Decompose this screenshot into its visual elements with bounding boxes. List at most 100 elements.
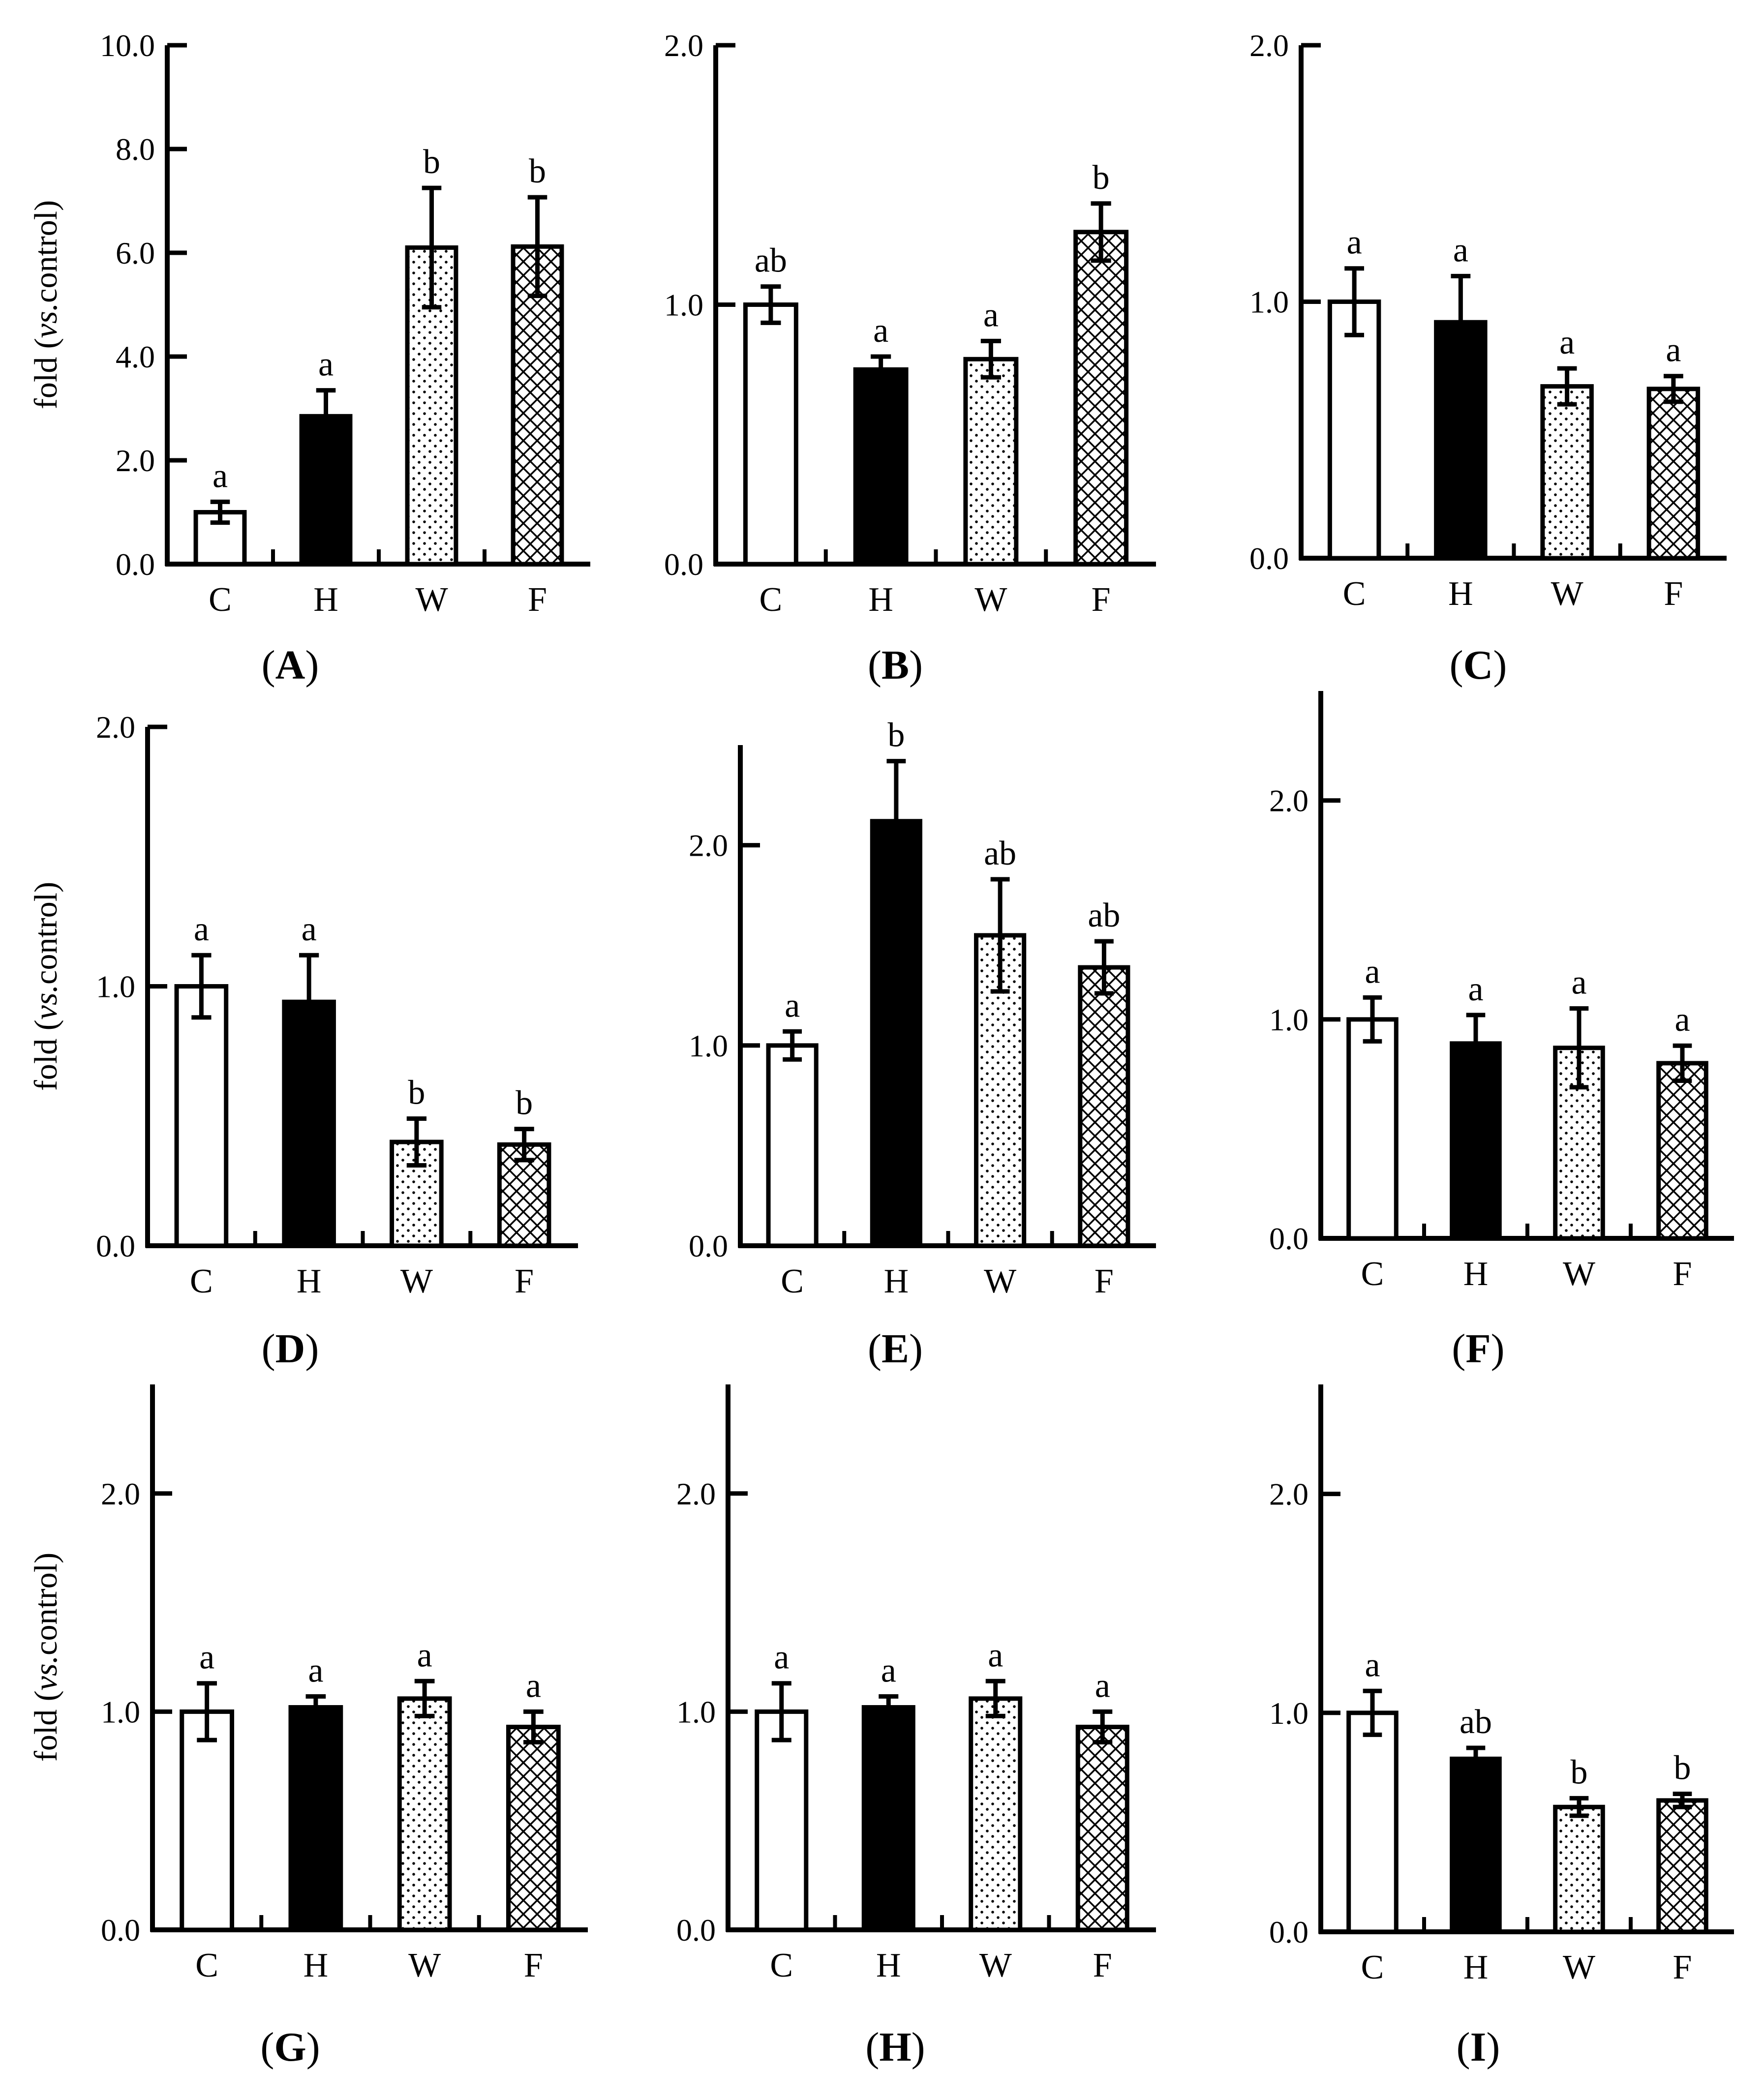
significance-label: a [983, 296, 999, 334]
bar-F-crosshatch [1075, 1724, 1129, 1932]
category-label: F [1673, 1949, 1692, 1986]
bar-F-crosshatch [511, 244, 564, 567]
category-label: C [209, 581, 232, 619]
significance-label: a [873, 312, 888, 350]
y-tick-label: 2.0 [96, 710, 135, 745]
significance-label: a [1347, 224, 1362, 262]
panel-label: (A) [262, 642, 319, 688]
category-label: C [1361, 1255, 1384, 1293]
significance-label: ab [755, 242, 787, 280]
significance-label: a [1095, 1667, 1110, 1705]
category-label: W [415, 581, 448, 619]
category-label: W [1551, 575, 1583, 613]
category-label: F [515, 1262, 534, 1300]
y-tick-label: 0.0 [664, 547, 703, 582]
bar-F-crosshatch [1656, 1061, 1708, 1241]
y-tick-label: 1.0 [1269, 1002, 1308, 1037]
bar-C-open [1346, 1710, 1399, 1934]
significance-label: a [1468, 970, 1483, 1008]
y-tick-label: 2.0 [1269, 783, 1308, 818]
category-label: C [760, 581, 783, 619]
significance-label: b [423, 143, 440, 181]
significance-label: a [774, 1639, 789, 1677]
category-label: H [1463, 1255, 1489, 1293]
y-axis-title: fold (vs.control) [28, 882, 64, 1091]
significance-label: a [1571, 964, 1586, 1002]
significance-label: a [1674, 1001, 1690, 1039]
bar-H-solid [1434, 320, 1488, 561]
significance-label: b [887, 717, 905, 754]
category-label: F [528, 581, 547, 619]
y-tick-label: 10.0 [100, 28, 155, 63]
category-label: C [1343, 575, 1366, 613]
category-label: H [297, 1262, 322, 1300]
y-tick-label: 0.0 [689, 1229, 728, 1263]
category-label: W [1563, 1949, 1595, 1986]
panel-label: (B) [868, 642, 923, 688]
y-tick-label: 4.0 [116, 339, 155, 374]
significance-label: a [1559, 324, 1575, 361]
significance-label: a [199, 1639, 214, 1677]
bar-W-dotted [963, 357, 1019, 567]
bar-C-open [755, 1709, 809, 1932]
panel-label: (I) [1457, 2024, 1500, 2070]
bar-H-solid [282, 999, 336, 1248]
significance-label: a [1666, 331, 1681, 369]
bar-W-dotted [397, 1696, 452, 1932]
chart-panel-B: 0.0 1.0 2.0 ab Ca Ha Wb F (B) [664, 28, 1156, 688]
category-label: C [195, 1947, 218, 1984]
significance-label: a [1365, 1646, 1380, 1684]
category-label: F [1664, 575, 1683, 613]
significance-label: a [881, 1651, 896, 1689]
significance-label: a [194, 910, 209, 948]
category-label: F [524, 1947, 543, 1984]
y-axis-title: fold (vs.control) [28, 1553, 64, 1762]
significance-label: a [988, 1636, 1003, 1674]
significance-label: ab [984, 835, 1016, 872]
panel-label: (H) [865, 2024, 925, 2070]
chart-panel-C: 0.0 1.0 2.0 a Ca Ha Wa F (C) [1249, 28, 1727, 688]
y-tick-label: 0.0 [1269, 1221, 1308, 1256]
y-tick-label: 0.0 [116, 547, 155, 582]
panel-label: (C) [1450, 642, 1507, 688]
significance-label: a [526, 1667, 541, 1705]
bar-H-solid [1450, 1756, 1502, 1934]
y-tick-label: 6.0 [116, 236, 155, 270]
bar-H-solid [288, 1705, 343, 1932]
bar-W-dotted [1540, 384, 1594, 561]
y-tick-label: 0.0 [676, 1913, 716, 1948]
y-tick-label: 1.0 [664, 288, 703, 323]
y-tick-label: 2.0 [1269, 1477, 1308, 1512]
significance-label: ab [1460, 1703, 1492, 1741]
bar-C-open [1346, 1017, 1399, 1241]
y-tick-label: 1.0 [96, 969, 135, 1004]
bar-H-solid [853, 367, 909, 567]
y-tick-label: 1.0 [101, 1694, 140, 1729]
significance-label: a [785, 987, 800, 1024]
panel-label: (G) [260, 2024, 320, 2070]
significance-label: a [213, 457, 228, 495]
category-label: H [313, 581, 338, 619]
y-tick-label: 0.0 [96, 1229, 135, 1263]
significance-label: b [1093, 159, 1110, 197]
significance-label: a [417, 1636, 432, 1674]
y-tick-label: 2.0 [689, 828, 728, 863]
y-tick-label: 2.0 [1249, 28, 1289, 63]
category-label: W [408, 1947, 441, 1984]
category-label: F [1095, 1262, 1114, 1300]
category-label: W [400, 1262, 433, 1300]
bar-F-crosshatch [1646, 387, 1701, 561]
significance-label: b [1674, 1749, 1691, 1787]
category-label: C [770, 1947, 793, 1984]
bar-W-dotted [405, 245, 458, 567]
bar-F-crosshatch [1656, 1798, 1708, 1934]
category-label: H [304, 1947, 329, 1984]
y-tick-label: 0.0 [101, 1913, 140, 1948]
chart-panel-E: 0.0 1.0 2.0 a Cb Hab Wab F (E) [689, 717, 1156, 1372]
significance-label: b [516, 1084, 533, 1122]
bar-C-open [1327, 300, 1381, 561]
chart-panel-H: 0.0 1.0 2.0 a Ca Ha Wa F (H) [676, 1384, 1156, 2070]
